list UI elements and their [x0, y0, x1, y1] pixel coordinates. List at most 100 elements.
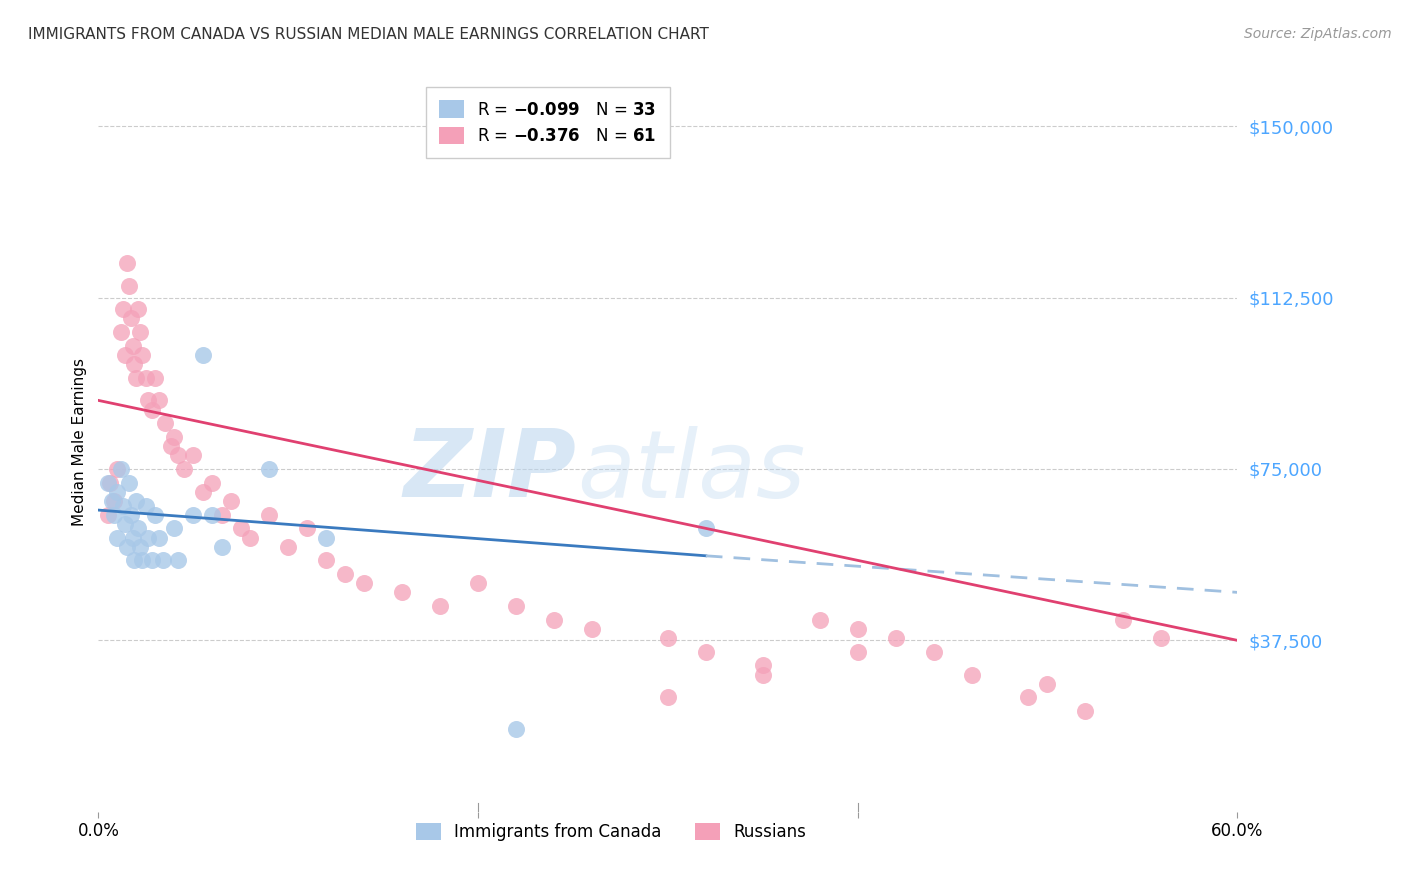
Point: [221, 494, 243, 508]
Point: [145, 370, 167, 384]
Point: [505, 723, 527, 737]
Point: [1150, 631, 1173, 645]
Point: [124, 553, 146, 567]
Point: [135, 370, 157, 384]
Y-axis label: Median Male Earnings: Median Male Earnings: [72, 358, 87, 525]
Point: [1074, 704, 1097, 718]
Point: [239, 531, 262, 545]
Point: [103, 494, 125, 508]
Point: [136, 393, 159, 408]
Point: [581, 622, 603, 636]
Point: [97, 508, 120, 522]
Point: [121, 338, 143, 352]
Point: [163, 521, 186, 535]
Point: [846, 622, 869, 636]
Point: [211, 508, 233, 522]
Point: [110, 462, 132, 476]
Text: atlas: atlas: [576, 425, 806, 516]
Point: [429, 599, 451, 613]
Point: [201, 508, 224, 522]
Point: [135, 499, 157, 513]
Point: [1036, 677, 1059, 691]
Point: [657, 690, 679, 705]
Point: [112, 301, 135, 316]
Point: [125, 494, 148, 508]
Text: ZIP: ZIP: [404, 425, 576, 517]
Point: [115, 256, 138, 270]
Point: [98, 475, 121, 490]
Point: [191, 348, 214, 362]
Point: [183, 508, 205, 522]
Point: [124, 357, 146, 371]
Point: [107, 484, 129, 499]
Point: [315, 531, 337, 545]
Point: [103, 508, 125, 522]
Point: [129, 540, 152, 554]
Point: [1112, 613, 1135, 627]
Point: [846, 645, 869, 659]
Point: [167, 448, 190, 462]
Point: [259, 508, 281, 522]
Point: [808, 613, 831, 627]
Point: [211, 540, 233, 554]
Point: [173, 462, 195, 476]
Legend: Immigrants from Canada, Russians: Immigrants from Canada, Russians: [409, 816, 813, 847]
Point: [120, 311, 142, 326]
Point: [153, 417, 176, 431]
Point: [960, 667, 983, 681]
Point: [110, 325, 132, 339]
Point: [115, 540, 138, 554]
Text: Source: ZipAtlas.com: Source: ZipAtlas.com: [1244, 27, 1392, 41]
Point: [125, 370, 148, 384]
Point: [752, 667, 775, 681]
Point: [131, 553, 153, 567]
Point: [229, 521, 252, 535]
Point: [335, 567, 357, 582]
Point: [127, 301, 149, 316]
Point: [183, 448, 205, 462]
Point: [159, 439, 181, 453]
Point: [121, 531, 143, 545]
Point: [695, 645, 717, 659]
Point: [114, 348, 136, 362]
Point: [922, 645, 945, 659]
Point: [127, 521, 149, 535]
Point: [107, 462, 129, 476]
Point: [118, 475, 141, 490]
Point: [148, 393, 170, 408]
Point: [129, 325, 152, 339]
Point: [145, 508, 167, 522]
Point: [353, 576, 375, 591]
Point: [100, 494, 122, 508]
Point: [297, 521, 319, 535]
Point: [884, 631, 907, 645]
Point: [167, 553, 190, 567]
Text: IMMIGRANTS FROM CANADA VS RUSSIAN MEDIAN MALE EARNINGS CORRELATION CHART: IMMIGRANTS FROM CANADA VS RUSSIAN MEDIAN…: [28, 27, 709, 42]
Point: [131, 348, 153, 362]
Point: [752, 658, 775, 673]
Point: [141, 553, 163, 567]
Point: [120, 508, 142, 522]
Point: [695, 521, 717, 535]
Point: [657, 631, 679, 645]
Point: [467, 576, 489, 591]
Point: [136, 531, 159, 545]
Point: [152, 553, 174, 567]
Point: [391, 585, 413, 599]
Point: [201, 475, 224, 490]
Point: [141, 402, 163, 417]
Point: [148, 531, 170, 545]
Point: [97, 475, 120, 490]
Point: [277, 540, 299, 554]
Point: [259, 462, 281, 476]
Point: [315, 553, 337, 567]
Point: [163, 430, 186, 444]
Point: [112, 499, 135, 513]
Point: [114, 516, 136, 531]
Point: [191, 484, 214, 499]
Point: [1018, 690, 1040, 705]
Point: [107, 531, 129, 545]
Point: [118, 279, 141, 293]
Point: [505, 599, 527, 613]
Point: [543, 613, 565, 627]
